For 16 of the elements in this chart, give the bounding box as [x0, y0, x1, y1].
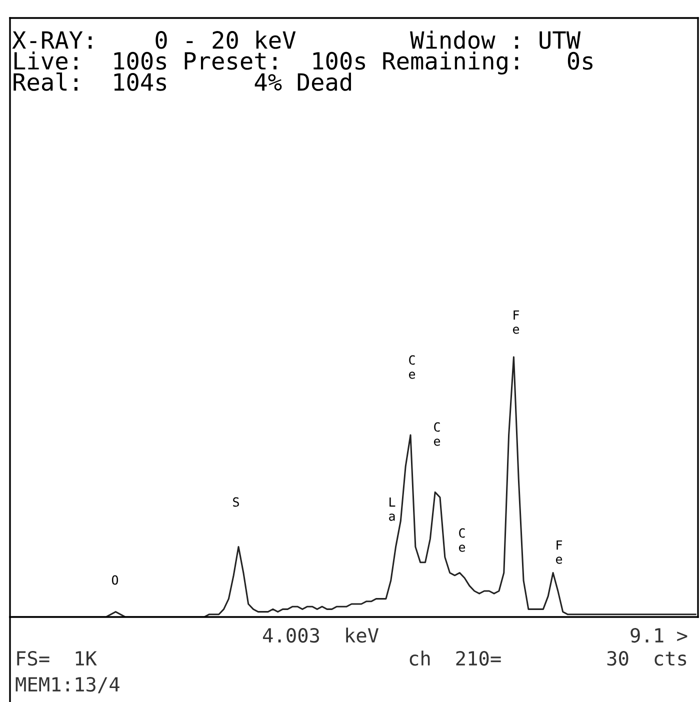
text: X-RAY: 0 - 20 keV Window : UTW — [12, 30, 581, 49]
annotation: O — [112, 575, 118, 585]
annotation: Fe — [556, 540, 562, 564]
annotation: S — [233, 497, 239, 507]
text: ch 210= — [410, 650, 501, 666]
text: 9.1 > — [630, 628, 688, 643]
text: Real: 104s 4% Dead — [14, 72, 351, 91]
annotation: Ce — [408, 355, 416, 379]
text: Fe — [512, 310, 520, 334]
annotation: Ce — [434, 422, 440, 446]
text: 30 cts — [607, 650, 686, 666]
annotation: Ce — [458, 528, 466, 552]
text: 4.003 keV — [262, 628, 379, 643]
text: MEM1:13/4 — [16, 676, 120, 694]
annotation: La — [389, 497, 396, 521]
text: FS= 1K — [17, 650, 97, 666]
